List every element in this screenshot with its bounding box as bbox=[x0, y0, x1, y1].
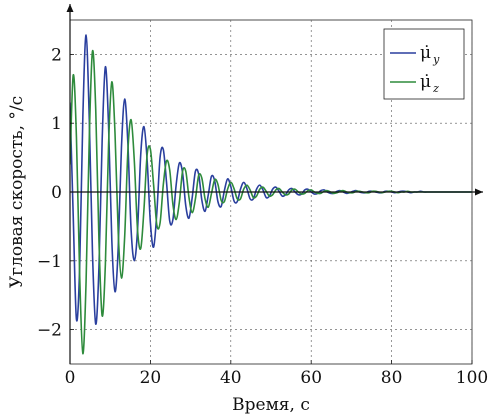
axes bbox=[66, 4, 483, 364]
y-tick-label: −2 bbox=[37, 321, 62, 341]
x-axis-title: Время, с bbox=[232, 395, 310, 415]
y-tick-label: 0 bbox=[51, 183, 62, 203]
y-tick-label: 2 bbox=[51, 45, 62, 65]
legend: μ̇ y μ̇ z bbox=[383, 28, 465, 100]
x-tick-label: 60 bbox=[300, 368, 322, 388]
x-tick-label: 40 bbox=[220, 368, 242, 388]
y-tick-label: 1 bbox=[51, 114, 62, 134]
legend-label-z: μ̇ z bbox=[420, 72, 439, 95]
x-tick-label: 20 bbox=[140, 368, 162, 388]
x-tick-label: 80 bbox=[381, 368, 403, 388]
x-tick-label: 100 bbox=[456, 368, 488, 388]
y-axis-arrow bbox=[66, 4, 74, 12]
x-axis-arrow bbox=[475, 188, 483, 196]
x-tick-label: 0 bbox=[65, 368, 76, 388]
legend-label-y: μ̇ y bbox=[420, 43, 440, 66]
ticks: 0 20 40 60 80 100 −2 −1 0 1 2 bbox=[37, 45, 488, 388]
y-axis-title: Угловая скорость, °/с bbox=[7, 96, 27, 288]
y-tick-label: −1 bbox=[37, 252, 62, 272]
legend-box bbox=[383, 28, 465, 100]
